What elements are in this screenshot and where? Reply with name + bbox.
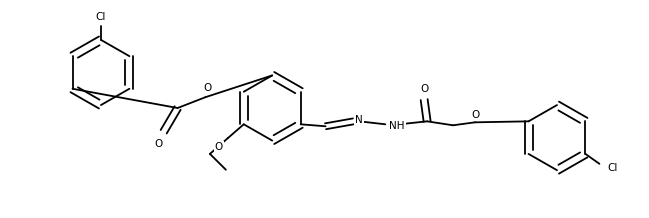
Text: N: N bbox=[356, 115, 363, 125]
Text: O: O bbox=[203, 83, 212, 93]
Text: Cl: Cl bbox=[607, 163, 618, 173]
Text: O: O bbox=[154, 139, 163, 149]
Text: O: O bbox=[215, 142, 223, 152]
Text: O: O bbox=[420, 84, 428, 94]
Text: O: O bbox=[472, 110, 480, 120]
Text: NH: NH bbox=[389, 121, 405, 131]
Text: Cl: Cl bbox=[96, 12, 106, 22]
